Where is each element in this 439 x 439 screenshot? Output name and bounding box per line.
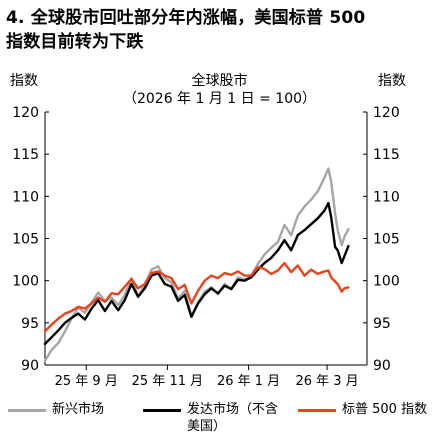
figure-title: 4. 全球股市回吐部分年内涨幅，美国标普 500 指数目前转为下跌: [6, 6, 434, 54]
figure-title-line1: 4. 全球股市回吐部分年内涨幅，美国标普 500: [6, 8, 366, 28]
y-tick-label-left: 110: [12, 189, 39, 205]
y-tick-label-right: 120: [373, 105, 400, 121]
y-tick-label-left: 90: [21, 358, 39, 374]
y-tick-label-right: 90: [373, 358, 391, 374]
legend-swatch-emerging: [8, 409, 46, 412]
y-axis-right-label: 指数: [378, 73, 406, 89]
figure-title-line2: 指数目前转为下跌: [6, 32, 144, 52]
x-tick-label: 26 年 1 月: [217, 374, 280, 389]
legend-label-sp500: 标普 500 指数: [342, 402, 428, 417]
x-tick-label: 25 年 9 月: [55, 374, 118, 389]
legend-swatch-sp500: [298, 409, 336, 412]
series-line-developed: [43, 201, 350, 346]
y-tick-label-left: 95: [21, 316, 39, 332]
x-tick-label: 26 年 3 月: [295, 374, 358, 389]
y-tick-label-left: 105: [12, 232, 39, 248]
y-tick-label-right: 110: [373, 189, 400, 205]
legend-label-emerging: 新兴市场: [52, 402, 105, 417]
y-tick-label-right: 105: [373, 232, 400, 248]
y-tick-label-left: 100: [12, 274, 39, 290]
legend-label-developed-line2: 美国）: [187, 419, 227, 434]
series-line-emerging: [43, 167, 350, 362]
chart-title: 全球股市: [191, 73, 248, 89]
y-tick-label-right: 95: [373, 316, 391, 332]
x-tick-label: 25 年 11 月: [132, 374, 203, 389]
y-axis-left-label: 指数: [10, 73, 38, 89]
legend-swatch-developed: [143, 409, 181, 412]
y-tick-label-left: 115: [12, 147, 39, 163]
series-line-sp500: [43, 261, 350, 333]
y-tick-label-left: 120: [12, 105, 39, 121]
y-tick-label-right: 100: [373, 274, 400, 290]
legend-label-developed-line1: 发达市场（不含: [187, 402, 279, 417]
chart-subtitle: （2026 年 1 月 1 日 = 100）: [122, 91, 317, 107]
y-tick-label-right: 115: [373, 147, 400, 163]
